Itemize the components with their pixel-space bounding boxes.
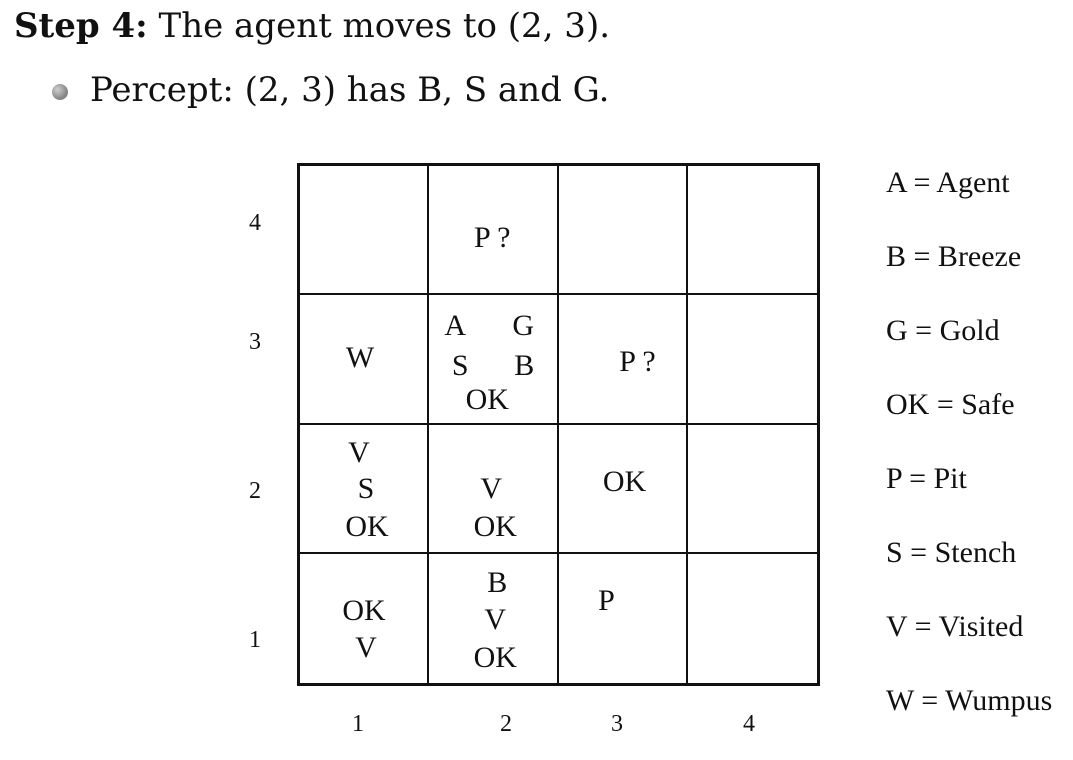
- cell-2-2-mark-v: V: [480, 471, 503, 505]
- percept-text: Percept: (2, 3) has B, S and G.: [90, 70, 610, 110]
- cell-1-3: W: [300, 295, 430, 425]
- cell-3-2: OK: [558, 424, 688, 554]
- col-label-1: 1: [352, 711, 364, 737]
- cell-4-2: [687, 425, 817, 554]
- cell-1-1-mark-ok: OK: [342, 593, 386, 627]
- legend-item-stench: S = Stench: [886, 536, 1017, 569]
- legend-item-gold: G = Gold: [886, 314, 1000, 347]
- cell-1-4: [300, 166, 430, 296]
- row-label-2: 2: [249, 478, 261, 504]
- legend-item-wumpus: W = Wumpus: [886, 684, 1053, 717]
- cell-1-2-mark-s: S: [357, 471, 375, 505]
- step-label: Step 4:: [14, 6, 148, 46]
- step-heading: Step 4: The agent moves to (2, 3).: [14, 6, 610, 46]
- cell-3-3-mark: P ?: [619, 345, 656, 379]
- col-label-3: 3: [611, 711, 623, 737]
- cell-2-3-mark-a: A: [444, 309, 467, 343]
- cell-4-1: [688, 554, 817, 683]
- cell-2-2: V OK: [429, 424, 559, 554]
- row-label-4: 4: [249, 210, 261, 236]
- cell-2-1-mark-ok: OK: [473, 640, 517, 674]
- cell-2-3-mark-ok: OK: [465, 383, 509, 417]
- cell-2-3-mark-s: S: [451, 349, 469, 383]
- cell-1-2-mark-ok: OK: [345, 509, 389, 543]
- cell-3-2-mark-ok: OK: [602, 464, 647, 498]
- cell-2-3-mark-g: G: [512, 309, 535, 343]
- cell-3-4: [558, 166, 688, 296]
- legend-item-safe: OK = Safe: [886, 388, 1015, 421]
- legend: A = Agent B = Breeze G = Gold OK = Safe …: [886, 168, 1052, 760]
- col-label-4: 4: [743, 711, 755, 737]
- legend-item-visited: V = Visited: [886, 610, 1024, 643]
- cell-2-2-mark-ok: OK: [473, 509, 517, 543]
- cell-2-1-mark-b: B: [487, 565, 508, 599]
- percept-bullet: Percept: (2, 3) has B, S and G.: [52, 70, 609, 110]
- cell-2-4-mark: P ?: [474, 221, 511, 254]
- cell-2-3-mark-b: B: [514, 349, 535, 383]
- cell-1-1-mark-v: V: [355, 630, 377, 664]
- legend-item-agent: A = Agent: [886, 166, 1010, 199]
- cell-3-3: P ?: [558, 295, 688, 425]
- step-text: The agent moves to (2, 3).: [158, 6, 611, 46]
- wumpus-grid: P ? W A G S B OK P ? V S OK V OK OK OK V…: [297, 163, 820, 686]
- cell-2-3: A G S B OK: [429, 295, 559, 425]
- cell-1-1: OK V: [300, 553, 430, 683]
- legend-item-pit: P = Pit: [886, 462, 967, 495]
- cell-3-1: P: [559, 553, 688, 683]
- cell-4-3: [687, 295, 817, 425]
- cell-1-3-mark: W: [345, 341, 375, 375]
- cell-2-4: P ?: [429, 166, 559, 296]
- cell-4-4: [687, 166, 817, 296]
- row-label-1: 1: [249, 627, 261, 653]
- cell-3-1-mark-p: P: [598, 583, 615, 617]
- cell-1-2-mark-v: V: [348, 435, 370, 469]
- legend-item-breeze: B = Breeze: [886, 240, 1022, 273]
- cell-2-1: B V OK: [429, 553, 559, 683]
- row-label-3: 3: [249, 329, 261, 355]
- cell-2-1-mark-v: V: [484, 602, 507, 636]
- col-label-2: 2: [500, 711, 512, 737]
- bullet-dot-icon: [52, 84, 68, 100]
- cell-1-2: V S OK: [300, 424, 430, 554]
